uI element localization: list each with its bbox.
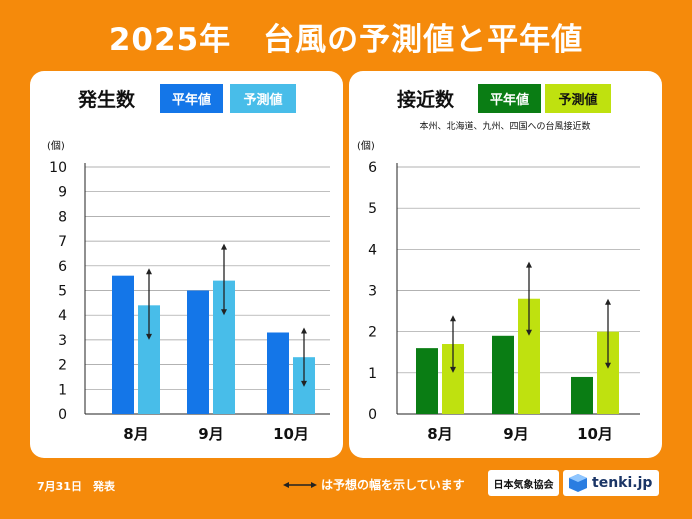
range-arrow-head-top: [221, 243, 227, 250]
y-tick-label: 3: [368, 284, 377, 300]
y-tick-label: 2: [368, 325, 377, 341]
y-tick-label: 5: [368, 201, 377, 217]
tenki-cube-icon: [569, 474, 587, 492]
bar-normal: [187, 290, 209, 414]
tenki-logo-text: tenki.jp: [592, 475, 653, 491]
legend-label: 平年値: [490, 92, 529, 108]
y-tick-label: 4: [368, 242, 377, 258]
double-arrow-icon: [283, 481, 317, 488]
announce-date: 7月31日 発表: [37, 480, 115, 493]
range-arrow-head-top: [146, 268, 152, 275]
y-tick-label: 3: [58, 333, 67, 349]
bar-forecast: [213, 280, 235, 414]
legend-label: 平年値: [172, 92, 211, 108]
x-tick-label: 9月: [198, 425, 223, 443]
range-arrow-head-bottom: [605, 362, 611, 369]
range-arrow-head-top: [450, 315, 456, 322]
y-tick-label: 7: [58, 234, 67, 250]
y-tick-label: 6: [58, 259, 67, 275]
chart-title: 発生数: [77, 88, 136, 111]
x-tick-label: 9月: [503, 425, 528, 443]
y-tick-label: 4: [58, 308, 67, 324]
range-arrow-head-top: [605, 298, 611, 305]
x-tick-label: 8月: [427, 425, 452, 443]
range-arrow-head-bottom: [526, 329, 532, 336]
jma-logo: 日本気象協会: [488, 470, 559, 496]
y-tick-label: 10: [49, 160, 67, 176]
y-tick-label: 1: [58, 382, 67, 398]
legend-swatch: [160, 84, 223, 113]
x-tick-label: 10月: [273, 425, 309, 443]
bar-forecast: [138, 305, 160, 414]
panel-occurrence: 発生数 平年値 予測値 (個) 0 1 2 3 4 5 6 7 8 9 10 8月 9月 10月: [30, 71, 343, 458]
page-title: 2025年 台風の予測値と平年値: [108, 22, 584, 58]
legend-swatch: [230, 84, 296, 113]
range-arrow-head-bottom: [221, 309, 227, 316]
y-unit-label: (個): [47, 139, 65, 152]
y-tick-label: 6: [368, 160, 377, 176]
range-legend-text: は予想の幅を示しています: [321, 478, 465, 492]
y-unit-label: (個): [357, 139, 375, 152]
range-arrow-head-top: [301, 327, 307, 334]
bar-forecast: [442, 344, 464, 414]
bar-forecast: [597, 331, 619, 414]
range-arrow-head-bottom: [450, 366, 456, 373]
chart-subtitle: 本州、北海道、九州、四国への台風接近数: [419, 120, 590, 132]
y-tick-label: 5: [58, 284, 67, 300]
y-tick-label: 2: [58, 358, 67, 374]
bar-forecast: [518, 298, 540, 414]
bar-normal: [112, 275, 134, 414]
legend-swatch: [545, 84, 611, 113]
y-tick-label: 0: [368, 407, 377, 423]
bar-normal: [571, 376, 593, 414]
legend-label: 予測値: [558, 92, 597, 108]
tenki-logo: tenki.jp: [563, 470, 659, 496]
range-legend: は予想の幅を示しています: [283, 476, 465, 493]
occurrence-chart: 発生数 平年値 予測値 (個) 0 1 2 3 4 5 6 7 8 9 10 8月 9月 10月: [47, 84, 330, 443]
bar-normal: [416, 348, 438, 414]
y-tick-label: 9: [58, 185, 67, 201]
y-tick-label: 0: [58, 407, 67, 423]
panel-approach: 接近数 平年値 予測値本州、北海道、九州、四国への台風接近数 (個) 0 1 2 3 4 5 6 8月…: [349, 71, 662, 458]
y-tick-label: 8: [58, 209, 67, 225]
x-tick-label: 8月: [123, 425, 148, 443]
range-arrow-head-bottom: [301, 380, 307, 387]
range-arrow-head-top: [526, 261, 532, 268]
chart-title: 接近数: [397, 88, 455, 111]
y-tick-label: 1: [368, 366, 377, 382]
bar-normal: [267, 332, 289, 414]
bar-normal: [492, 335, 514, 414]
x-tick-label: 10月: [577, 425, 613, 443]
range-arrow-head-bottom: [146, 333, 152, 340]
legend-label: 予測値: [243, 92, 282, 108]
legend-swatch: [478, 84, 541, 113]
